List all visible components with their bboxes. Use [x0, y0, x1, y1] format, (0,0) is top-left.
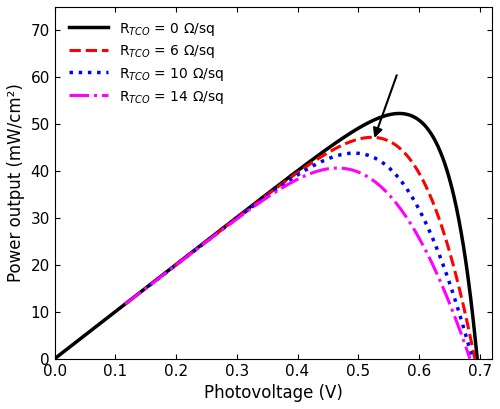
R$_{TCO}$ = 0 Ω/sq	[458, 230, 464, 235]
R$_{TCO}$ = 10 Ω/sq	[470, 356, 476, 361]
R$_{TCO}$ = 14 Ω/sq	[288, 180, 294, 185]
R$_{TCO}$ = 6 Ω/sq	[472, 356, 478, 361]
R$_{TCO}$ = 14 Ω/sq	[467, 356, 473, 361]
R$_{TCO}$ = 6 Ω/sq	[469, 344, 475, 348]
R$_{TCO}$ = 10 Ω/sq	[351, 151, 357, 155]
Y-axis label: Power output (mW/cm²): Power output (mW/cm²)	[7, 83, 25, 282]
R$_{TCO}$ = 0 Ω/sq	[420, 122, 426, 127]
R$_{TCO}$ = 6 Ω/sq	[411, 162, 417, 167]
R$_{TCO}$ = 14 Ω/sq	[334, 166, 340, 171]
Line: R$_{TCO}$ = 10 Ω/sq: R$_{TCO}$ = 10 Ω/sq	[150, 153, 472, 359]
R$_{TCO}$ = 10 Ω/sq	[466, 344, 472, 348]
R$_{TCO}$ = 0 Ω/sq	[52, 356, 58, 361]
R$_{TCO}$ = 10 Ω/sq	[386, 165, 392, 170]
Line: R$_{TCO}$ = 6 Ω/sq: R$_{TCO}$ = 6 Ω/sq	[174, 137, 475, 359]
R$_{TCO}$ = 14 Ω/sq	[122, 302, 128, 307]
R$_{TCO}$ = 6 Ω/sq	[392, 142, 398, 147]
R$_{TCO}$ = 14 Ω/sq	[462, 344, 468, 348]
R$_{TCO}$ = 6 Ω/sq	[335, 145, 341, 150]
R$_{TCO}$ = 10 Ω/sq	[146, 283, 152, 288]
R$_{TCO}$ = 0 Ω/sq	[468, 299, 474, 303]
R$_{TCO}$ = 6 Ω/sq	[369, 135, 375, 140]
R$_{TCO}$ = 6 Ω/sq	[363, 135, 369, 140]
R$_{TCO}$ = 6 Ω/sq	[172, 264, 177, 269]
R$_{TCO}$ = 0 Ω/sq	[460, 245, 466, 250]
R$_{TCO}$ = 0 Ω/sq	[444, 168, 450, 173]
R$_{TCO}$ = 0 Ω/sq	[474, 356, 480, 361]
R$_{TCO}$ = 14 Ω/sq	[367, 176, 373, 181]
Legend: R$_{TCO}$ = 0 Ω/sq, R$_{TCO}$ = 6 Ω/sq, R$_{TCO}$ = 10 Ω/sq, R$_{TCO}$ = 14 Ω/sq: R$_{TCO}$ = 0 Ω/sq, R$_{TCO}$ = 6 Ω/sq, …	[62, 14, 230, 112]
Line: R$_{TCO}$ = 0 Ω/sq: R$_{TCO}$ = 0 Ω/sq	[54, 113, 477, 359]
R$_{TCO}$ = 10 Ω/sq	[393, 172, 399, 177]
R$_{TCO}$ = 10 Ω/sq	[311, 163, 317, 168]
R$_{TCO}$ = 0 Ω/sq	[396, 111, 402, 116]
R$_{TCO}$ = 6 Ω/sq	[404, 154, 410, 159]
R$_{TCO}$ = 10 Ω/sq	[340, 152, 346, 157]
R$_{TCO}$ = 0 Ω/sq	[465, 275, 471, 280]
R$_{TCO}$ = 14 Ω/sq	[318, 168, 324, 173]
X-axis label: Photovoltage (V): Photovoltage (V)	[204, 384, 342, 402]
R$_{TCO}$ = 14 Ω/sq	[351, 168, 357, 173]
Line: R$_{TCO}$ = 14 Ω/sq: R$_{TCO}$ = 14 Ω/sq	[125, 168, 470, 359]
R$_{TCO}$ = 10 Ω/sq	[371, 155, 377, 160]
R$_{TCO}$ = 14 Ω/sq	[375, 182, 381, 187]
